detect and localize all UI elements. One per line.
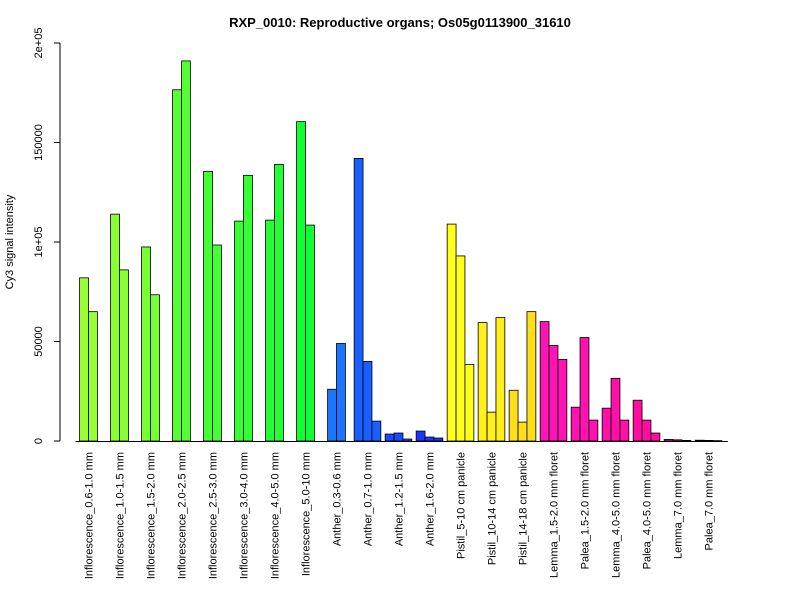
bar (570, 406, 581, 442)
bar (508, 389, 519, 442)
bar (203, 170, 213, 442)
x-tick-label: Inflorescence_2.5-3.0 mm (208, 452, 220, 579)
x-tick-label: Inflorescence_4.0-5.0 mm (270, 452, 282, 579)
bar (539, 321, 550, 442)
bar (579, 337, 590, 442)
x-tick-label: Pistil_5-10 cm panicle (456, 452, 468, 559)
bar (641, 419, 652, 442)
bar (526, 311, 537, 442)
x-tick-label: Lemma_1.5-2.0 mm floret (549, 452, 561, 578)
bar (172, 89, 182, 442)
bar (274, 163, 284, 442)
bar (150, 294, 160, 442)
bar (243, 174, 253, 442)
y-tick-label: 50000 (33, 326, 45, 357)
bar (495, 317, 506, 442)
y-tick-label: 1e+05 (33, 227, 45, 258)
bar (181, 60, 191, 442)
bar (79, 277, 89, 442)
x-tick-label: Inflorescence_1.5-2.0 mm (146, 452, 158, 579)
chart-title: RXP_0010: Reproductive organs; Os05g0113… (229, 15, 571, 30)
bar (110, 213, 120, 442)
y-tick-label: 2e+05 (33, 28, 45, 59)
bar (336, 343, 346, 442)
bar (601, 407, 612, 442)
bar (681, 440, 692, 442)
x-tick-label: Palea_7.0 mm floret (704, 452, 716, 550)
bar (305, 224, 315, 442)
x-tick-label: Anther_0.3-0.6 mm (332, 452, 344, 546)
y-tick-label: 0 (33, 438, 45, 444)
bar (650, 432, 661, 442)
x-tick-label: Anther_0.7-1.0 mm (363, 452, 375, 546)
bar (446, 223, 457, 442)
bar (517, 421, 528, 442)
y-axis-label: Cy3 signal intensity (4, 194, 16, 289)
x-tick-label: Inflorescence_3.0-4.0 mm (239, 452, 251, 579)
bar (424, 436, 435, 442)
bar (477, 322, 488, 442)
x-tick-label: Pistil_14-18 cm panicle (518, 452, 530, 565)
bar (88, 311, 98, 442)
bar (557, 359, 568, 442)
bar (353, 158, 364, 442)
bar (548, 345, 559, 442)
bar (119, 269, 129, 442)
bar (393, 432, 404, 442)
bar (672, 439, 683, 442)
bar (141, 246, 151, 442)
bars-layer (75, 60, 728, 442)
bar (663, 439, 674, 442)
bar (632, 399, 643, 442)
x-tick-label: Pistil_10-14 cm panicle (487, 452, 499, 565)
bar (464, 363, 475, 442)
x-tick-label: Palea_4.0-5.0 mm floret (642, 452, 654, 569)
x-tick-label: Inflorescence_1.0-1.5 mm (115, 452, 127, 579)
y-axis: 0 50000 1e+05 150000 2e+05 (33, 28, 61, 444)
bar (362, 360, 373, 442)
bar (265, 219, 275, 442)
x-tick-labels: Inflorescence_0.6-1.0 mm Inflorescence_1.… (84, 452, 716, 579)
y-tick-label: 150000 (33, 124, 45, 161)
bar (212, 244, 222, 442)
bar (694, 439, 705, 442)
bar (234, 220, 244, 442)
bar (588, 419, 599, 442)
bar (619, 419, 630, 442)
bar (371, 420, 382, 442)
bar (433, 437, 444, 442)
x-tick-label: Inflorescence_2.0-2.5 mm (177, 452, 189, 579)
bar (296, 121, 306, 442)
bar (415, 430, 426, 442)
bar (610, 377, 621, 442)
x-tick-label: Anther_1.2-1.5 mm (394, 452, 406, 546)
x-tick-label: Lemma_7.0 mm floret (673, 452, 685, 559)
bar (402, 438, 413, 442)
x-tick-label: Lemma_4.0-5.0 mm floret (611, 452, 623, 578)
x-tick-label: Palea_1.5-2.0 mm floret (580, 452, 592, 569)
bar (327, 388, 337, 442)
x-tick-label: Inflorescence_0.6-1.0 mm (84, 452, 96, 579)
bar (486, 411, 497, 442)
x-tick-label: Anther_1.6-2.0 mm (425, 452, 437, 546)
x-tick-label: Inflorescence_5.0-10 mm (301, 452, 313, 576)
bar (703, 440, 714, 442)
bar (384, 433, 395, 442)
bar (455, 255, 466, 442)
